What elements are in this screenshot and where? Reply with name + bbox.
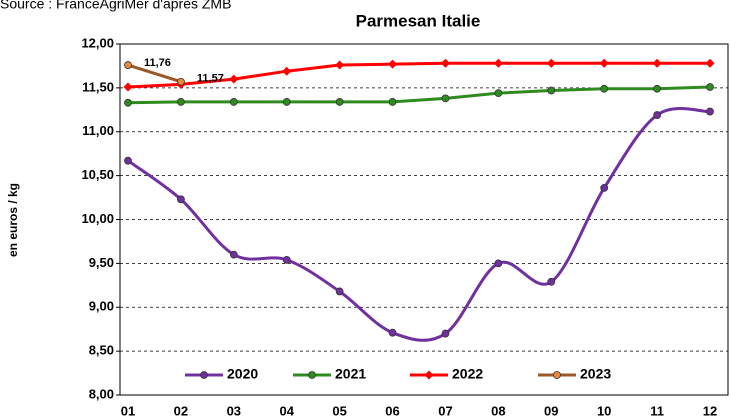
data-point [494, 89, 503, 98]
x-tick-label: 04 [279, 403, 294, 417]
x-tick-label: 01 [121, 403, 135, 417]
x-tick-label: 06 [385, 403, 399, 417]
data-point [441, 94, 450, 103]
data-point [652, 58, 662, 68]
x-tick-label: 09 [544, 403, 558, 417]
y-tick-label: 8,00 [89, 386, 114, 401]
y-tick-label: 10,00 [81, 211, 114, 226]
data-point [705, 58, 715, 68]
legend-label: 2020 [227, 366, 258, 382]
y-tick-label: 9,50 [89, 255, 114, 270]
legend-marker [200, 371, 208, 379]
x-tick-label: 10 [597, 403, 611, 417]
data-point [494, 259, 503, 268]
y-tick-label: 12,00 [81, 35, 114, 50]
data-point [124, 61, 132, 69]
data-point [706, 107, 714, 116]
data-point [335, 287, 344, 296]
data-point [547, 86, 556, 95]
data-point [177, 195, 185, 204]
data-point [493, 58, 503, 68]
data-label: 11,76 [144, 57, 171, 69]
y-tick-label: 11,50 [82, 79, 114, 94]
data-label: 11,57 [197, 73, 224, 85]
data-point [177, 77, 185, 86]
data-point [599, 58, 609, 68]
data-point [229, 250, 238, 259]
series-line [127, 85, 711, 105]
data-point [388, 59, 398, 69]
legend-label: 2021 [335, 366, 366, 382]
data-point [123, 82, 133, 92]
chart-title: Parmesan Italie [356, 11, 481, 30]
data-point [600, 184, 609, 192]
legend-marker [553, 371, 561, 379]
data-point [653, 111, 661, 119]
data-point [547, 277, 556, 286]
y-tick-label: 8,50 [89, 343, 114, 358]
x-tick-label: 08 [491, 403, 505, 417]
x-tick-label: 11 [650, 403, 664, 417]
legend-marker [308, 371, 316, 379]
x-tick-label: 12 [703, 403, 717, 417]
source: Source : FranceAgriMer d'après ZMB [0, 0, 231, 12]
data-point [440, 58, 450, 68]
data-point [282, 66, 292, 76]
x-tick-label: 02 [174, 403, 188, 417]
data-point [335, 98, 344, 106]
series-line [127, 61, 710, 89]
data-point [600, 84, 609, 93]
data-point [229, 98, 238, 106]
data-point [546, 58, 556, 68]
x-tick-label: 07 [438, 403, 452, 417]
data-point [282, 98, 291, 106]
data-point [706, 83, 714, 91]
data-point [441, 329, 450, 338]
x-tick-label: 05 [332, 403, 346, 417]
data-point [653, 84, 661, 93]
series-line [127, 107, 711, 342]
data-point [388, 328, 397, 337]
data-point [124, 156, 132, 165]
data-point [282, 255, 291, 264]
data-point [388, 98, 397, 106]
y-tick-label: 11,00 [82, 123, 114, 138]
data-point [335, 60, 345, 70]
data-point [229, 74, 239, 84]
data-point [124, 98, 132, 107]
y-tick-label: 10,50 [81, 167, 114, 182]
legend-marker [424, 370, 434, 380]
data-point [177, 98, 185, 106]
series-line [127, 63, 182, 84]
y-axis-label: en euros / kg [6, 183, 20, 257]
y-tick-label: 9,00 [89, 299, 114, 314]
legend-label: 2022 [452, 366, 483, 382]
legend-label: 2023 [580, 366, 611, 382]
x-tick-label: 03 [227, 403, 241, 417]
